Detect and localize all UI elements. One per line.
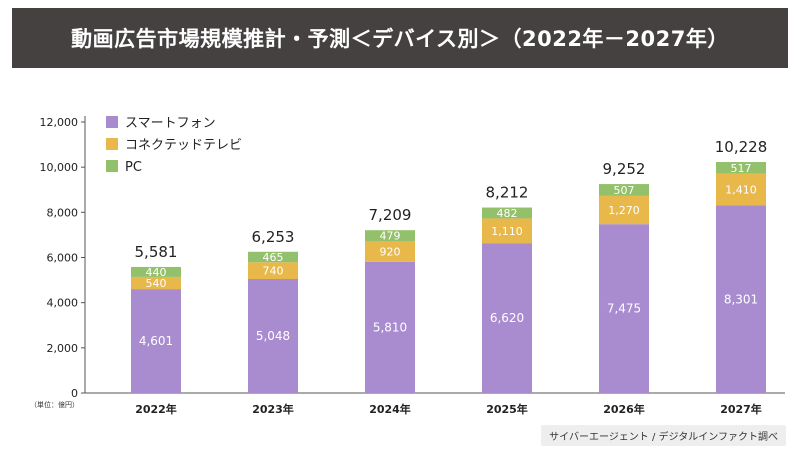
data-label: 540 xyxy=(146,277,167,290)
bar-segment xyxy=(716,205,766,393)
data-label: 479 xyxy=(380,230,401,243)
x-tick-label: 2027年 xyxy=(720,402,762,416)
total-label: 8,212 xyxy=(486,184,529,202)
data-label: 1,270 xyxy=(608,204,640,217)
y-tick-label: 12,000 xyxy=(40,116,79,129)
bar-segment xyxy=(365,230,415,242)
total-label: 7,209 xyxy=(369,206,412,224)
total-label: 9,252 xyxy=(603,160,646,178)
x-tick-label: 2024年 xyxy=(369,402,411,416)
bar-segment xyxy=(482,243,532,393)
total-label: 10,228 xyxy=(715,138,768,156)
data-label: 517 xyxy=(731,162,752,175)
y-tick-label: 8,000 xyxy=(47,206,79,219)
legend-swatch xyxy=(106,116,118,128)
data-label: 1,110 xyxy=(491,225,523,238)
data-label: 6,620 xyxy=(490,311,524,325)
y-tick-label: 4,000 xyxy=(47,297,79,310)
bar-segment xyxy=(131,289,181,393)
data-label: 465 xyxy=(263,251,284,264)
legend-label: スマートフォン xyxy=(125,116,216,131)
y-tick-label: 10,000 xyxy=(40,161,79,174)
total-label: 5,581 xyxy=(135,243,178,261)
bar-segment xyxy=(482,218,532,244)
data-label: 5,048 xyxy=(256,329,290,343)
bar-segment xyxy=(599,224,649,393)
data-label: 7,475 xyxy=(607,302,641,316)
legend-swatch xyxy=(106,138,118,150)
bar-segment xyxy=(365,241,415,262)
data-label: 740 xyxy=(263,265,284,278)
data-label: 482 xyxy=(497,207,518,220)
bar-segment xyxy=(131,266,181,277)
data-label: 440 xyxy=(146,266,167,279)
x-tick-label: 2023年 xyxy=(252,402,294,416)
bar-segment xyxy=(599,184,649,196)
page-title: 動画広告市場規模推計・予測＜デバイス別＞（2022年－2027年） xyxy=(71,27,729,51)
legend-swatch xyxy=(106,160,118,172)
data-label: 8,301 xyxy=(724,292,758,306)
bar-segment xyxy=(482,207,532,219)
total-label: 6,253 xyxy=(252,228,295,246)
data-label: 507 xyxy=(614,184,635,197)
legend-label: コネクテッドテレビ xyxy=(125,138,242,153)
bar-segment xyxy=(365,261,415,393)
source-credit: サイバーエージェント / デジタルインファクト調べ xyxy=(541,425,786,446)
data-label: 5,810 xyxy=(373,320,407,334)
x-tick-label: 2026年 xyxy=(603,402,645,416)
data-label: 920 xyxy=(380,245,401,258)
bar-segment xyxy=(716,173,766,206)
y-tick-label: 0 xyxy=(71,387,78,400)
data-label: 4,601 xyxy=(139,334,173,348)
bar-segment xyxy=(248,278,298,393)
title-bar: 動画広告市場規模推計・予測＜デバイス別＞（2022年－2027年） xyxy=(12,8,788,68)
x-tick-label: 2025年 xyxy=(486,402,528,416)
y-tick-label: 2,000 xyxy=(47,342,79,355)
unit-label: （単位：億円） xyxy=(30,401,79,409)
bar-segment xyxy=(131,276,181,290)
bar-segment xyxy=(248,262,298,279)
bar-segment xyxy=(599,195,649,225)
x-tick-label: 2022年 xyxy=(135,402,177,416)
y-tick-label: 6,000 xyxy=(47,252,79,265)
bar-segment xyxy=(248,251,298,263)
data-label: 1,410 xyxy=(725,184,757,197)
bar-segment xyxy=(716,162,766,174)
legend-label: PC xyxy=(125,160,142,175)
